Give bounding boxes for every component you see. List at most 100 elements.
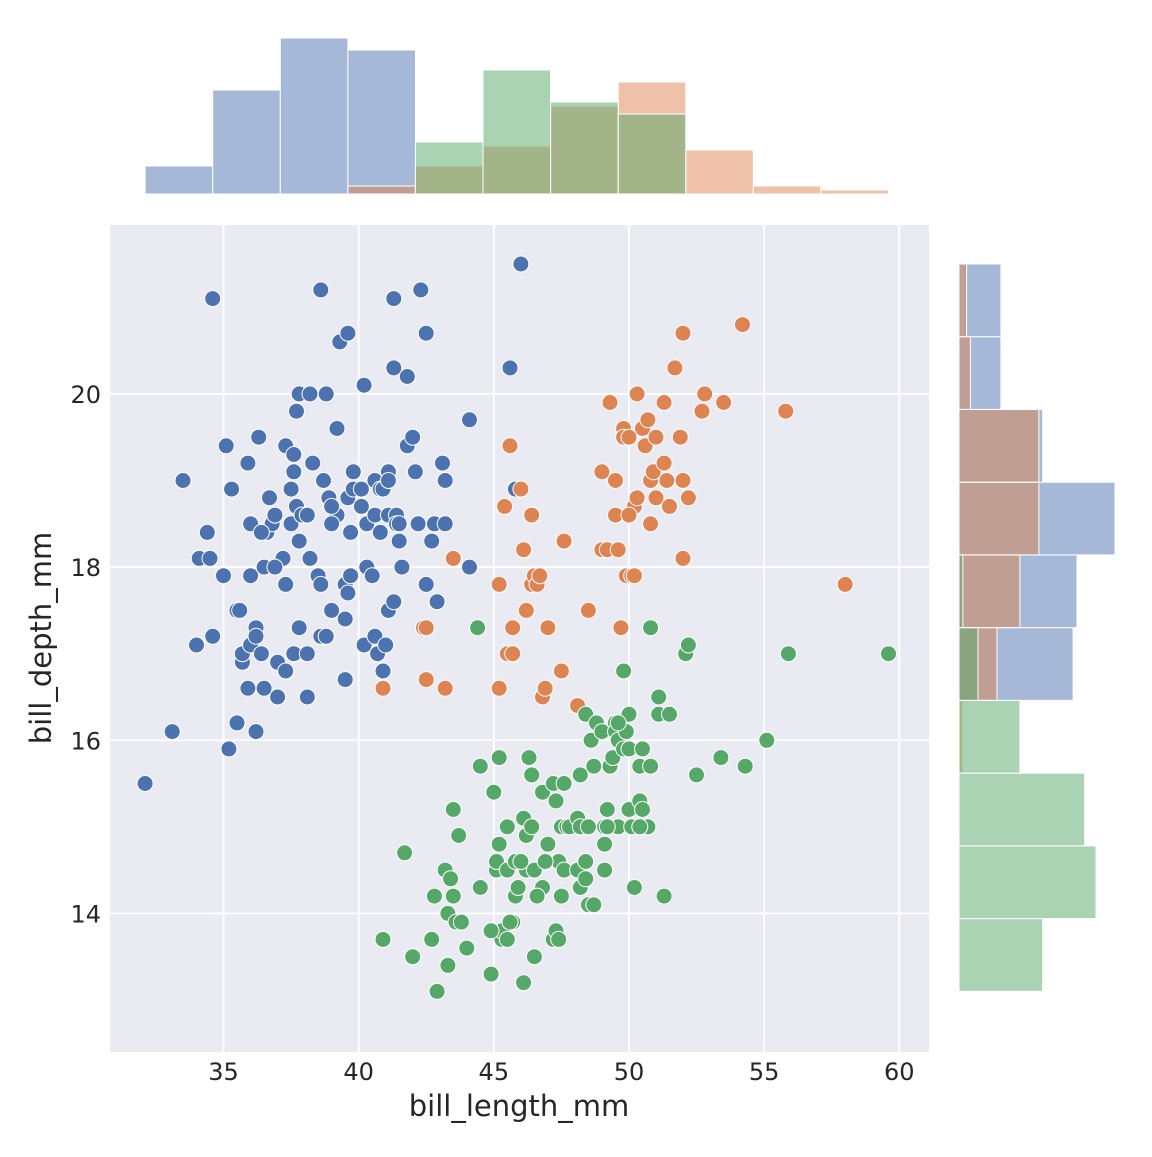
x-tick-label: 50 [614, 1058, 645, 1086]
data-point [290, 619, 308, 637]
data-point [323, 497, 341, 515]
data-point [515, 541, 533, 559]
x-histogram-bar [347, 49, 416, 195]
x-axis-label: bill_length_mm [409, 1089, 630, 1123]
data-point [647, 428, 665, 446]
data-point [498, 818, 516, 836]
y-tick-label: 14 [70, 900, 101, 928]
data-point [515, 974, 533, 992]
data-point [304, 454, 322, 472]
data-point [631, 818, 649, 836]
data-point [598, 818, 616, 836]
data-point [536, 853, 554, 870]
data-point [328, 420, 346, 437]
data-point [490, 835, 508, 853]
data-point [490, 749, 508, 767]
data-point [485, 783, 503, 801]
data-point [490, 679, 508, 697]
data-point [239, 679, 257, 697]
data-point [585, 757, 603, 775]
y-histogram-bar [958, 699, 1021, 774]
data-point [598, 801, 616, 818]
data-point [634, 740, 651, 758]
data-point [509, 879, 527, 896]
grid-lines [110, 225, 929, 1052]
y-histogram-bar [958, 336, 971, 410]
data-point [336, 671, 354, 689]
data-point [217, 437, 235, 455]
data-point [371, 523, 389, 541]
data-point [374, 662, 392, 680]
data-point [620, 428, 638, 446]
data-point [220, 740, 238, 758]
data-point [471, 879, 489, 896]
data-point [444, 887, 462, 905]
data-point [552, 887, 570, 905]
data-point [261, 489, 278, 507]
data-point [247, 723, 265, 741]
data-point [390, 515, 408, 533]
data-point [428, 593, 446, 611]
data-point [285, 463, 303, 481]
data-point [390, 532, 408, 550]
data-point [504, 619, 522, 637]
data-point [323, 601, 341, 619]
data-point [520, 749, 538, 767]
y-histogram-bar [958, 554, 964, 629]
y-axis-label: bill_depth_mm [24, 532, 58, 745]
y-histogram-bar [958, 772, 1086, 847]
x-histogram-bar [414, 141, 484, 195]
data-point [498, 930, 516, 948]
data-point [523, 818, 541, 836]
data-point [317, 385, 335, 403]
data-point [625, 879, 643, 896]
data-point [490, 575, 508, 593]
data-point [355, 376, 373, 394]
data-point [585, 896, 603, 914]
data-point [452, 913, 470, 931]
data-point [412, 281, 430, 299]
data-point [579, 601, 597, 619]
data-point [836, 575, 854, 593]
data-point [385, 290, 403, 308]
x-histogram-bar [685, 149, 754, 195]
data-point [579, 818, 597, 836]
data-point [423, 930, 441, 948]
data-point [696, 385, 714, 403]
data-point [461, 558, 478, 576]
data-point [577, 870, 595, 888]
data-point [342, 523, 360, 541]
data-point [188, 636, 205, 654]
data-point [512, 853, 530, 870]
data-point [393, 558, 411, 576]
data-point [404, 428, 422, 446]
data-point [501, 913, 519, 931]
data-point [385, 593, 403, 611]
data-point [247, 627, 265, 645]
x-histogram-bar [820, 189, 890, 195]
x-tick-label: 35 [208, 1058, 239, 1086]
data-point [231, 601, 249, 619]
data-point [596, 835, 614, 853]
data-point [379, 472, 397, 489]
data-point [136, 775, 154, 792]
y-histogram-bar [958, 845, 1097, 920]
top-marginal-histogram [144, 37, 890, 195]
data-point [417, 575, 435, 593]
data-point [536, 679, 554, 697]
data-point [282, 480, 300, 498]
data-point [444, 549, 462, 567]
data-point [615, 662, 633, 680]
data-point [634, 801, 651, 818]
x-tick-label: 40 [343, 1058, 374, 1086]
y-histogram-bar [958, 554, 1021, 629]
data-point [339, 584, 357, 602]
data-point [734, 316, 751, 334]
data-point [228, 714, 246, 732]
data-point [404, 948, 422, 966]
data-point [255, 679, 273, 697]
data-point [880, 645, 897, 663]
data-point [385, 359, 403, 377]
data-point [409, 515, 427, 533]
